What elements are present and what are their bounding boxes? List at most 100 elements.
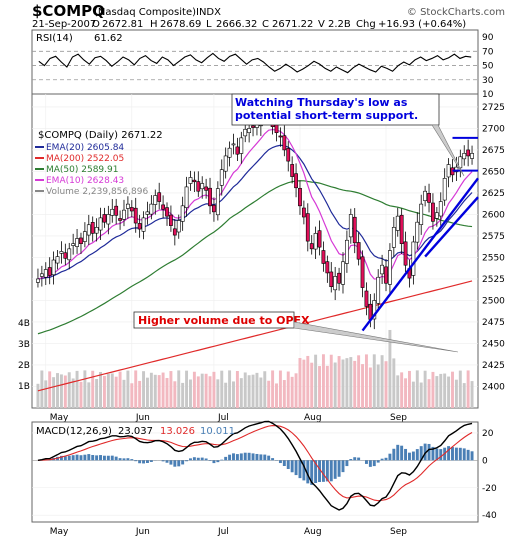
- macd-histogram-bar: [381, 459, 384, 461]
- opex-note-text: Higher volume due to OPEX: [138, 314, 310, 327]
- volume-bar: [451, 372, 454, 408]
- volume-bar: [353, 361, 356, 408]
- volume-scale-label: 2B: [18, 361, 30, 371]
- macd-histogram-bar: [345, 460, 348, 466]
- candle-body: [103, 214, 106, 222]
- volume-bar: [400, 372, 403, 408]
- support-note-text: potential short-term support.: [235, 109, 418, 122]
- volume-bar: [295, 373, 298, 408]
- candle-body: [357, 242, 360, 259]
- candle-body: [251, 126, 254, 128]
- volume-bar: [158, 375, 161, 408]
- volume-bar: [275, 383, 278, 408]
- candle-body: [154, 196, 157, 205]
- candle-body: [287, 148, 290, 161]
- macd-histogram-bar: [209, 460, 212, 461]
- candle-body: [224, 156, 227, 171]
- macd-tick-label: -40: [482, 511, 497, 521]
- macd-tick-label: 20: [482, 429, 494, 439]
- candle-body: [361, 257, 364, 288]
- volume-bar: [404, 378, 407, 408]
- candle-body: [115, 206, 118, 215]
- macd-histogram-bar: [392, 449, 395, 461]
- macd-histogram-bar: [408, 453, 411, 461]
- candle-body: [99, 218, 102, 230]
- candle-body: [130, 207, 133, 211]
- macd-histogram-bar: [193, 457, 196, 460]
- candle-body: [118, 218, 121, 220]
- macd-histogram-bar: [68, 456, 71, 461]
- macd-histogram-bar: [353, 457, 356, 460]
- macd-histogram-bar: [385, 458, 388, 461]
- volume-bar: [420, 383, 423, 408]
- candle-body: [173, 229, 176, 235]
- volume-bar: [244, 372, 247, 408]
- volume-bar: [189, 380, 192, 408]
- volume-bar: [377, 364, 380, 408]
- macd-histogram-bar: [263, 455, 266, 461]
- candle-body: [72, 244, 75, 246]
- volume-scale-label: 3B: [18, 340, 30, 350]
- quote-o-value: 2672.81: [102, 19, 143, 30]
- macd-histogram-bar: [201, 458, 204, 461]
- volume-bar: [271, 370, 274, 408]
- macd-histogram-bar: [87, 454, 90, 460]
- rsi-tick-label: 70: [482, 47, 494, 57]
- candle-body: [142, 218, 145, 231]
- macd-histogram-bar: [412, 452, 415, 461]
- candle-body: [158, 193, 161, 202]
- candle-body: [377, 277, 380, 303]
- macd-panel: [32, 422, 478, 522]
- credit-label: © StockCharts.com: [407, 7, 505, 18]
- volume-bar: [267, 381, 270, 408]
- volume-bar: [212, 372, 215, 408]
- volume-bar: [209, 376, 212, 408]
- candle-body: [463, 153, 466, 158]
- candle-body: [68, 249, 71, 260]
- macd-histogram-bar: [91, 455, 94, 460]
- candle-body: [334, 276, 337, 289]
- volume-bar: [381, 355, 384, 408]
- candle-body: [380, 265, 383, 274]
- candle-body: [107, 214, 110, 224]
- price-tick-label: 2675: [482, 146, 505, 156]
- volume-scale-label: 4B: [18, 319, 30, 329]
- volume-bar: [287, 372, 290, 408]
- macd-histogram-bar: [216, 460, 219, 462]
- macd-month-label: Jun: [135, 527, 150, 537]
- candle-body: [64, 253, 67, 259]
- candle-body: [345, 240, 348, 263]
- macd-histogram-bar: [279, 460, 282, 463]
- candle-body: [146, 212, 149, 215]
- rsi-tick-label: 90: [482, 33, 494, 43]
- volume-bar: [240, 378, 243, 408]
- quote-v-label: V: [318, 19, 325, 30]
- macd-histogram-bar: [95, 455, 98, 460]
- volume-bar: [435, 376, 438, 408]
- macd-histogram-bar: [342, 460, 345, 472]
- candle-body: [279, 136, 282, 137]
- macd-histogram-bar: [455, 448, 458, 461]
- volume-bar: [146, 378, 149, 408]
- candle-body: [244, 129, 247, 136]
- macd-histogram-bar: [185, 460, 188, 461]
- price-panel-title: $COMPQ (Daily) 2671.22: [38, 130, 163, 141]
- candle-body: [392, 227, 395, 247]
- candle-body: [165, 208, 168, 217]
- volume-bar: [463, 383, 466, 408]
- candle-body: [306, 214, 309, 242]
- macd-histogram-bar: [173, 460, 176, 466]
- candle-body: [181, 206, 184, 222]
- volume-bar: [64, 376, 67, 408]
- candle-body: [291, 164, 294, 176]
- macd-histogram-bar: [271, 458, 274, 460]
- volume-bar: [115, 377, 118, 408]
- macd-histogram-bar: [463, 448, 466, 460]
- candle-body: [48, 268, 51, 276]
- macd-histogram-bar: [224, 457, 227, 460]
- macd-histogram-bar: [338, 460, 341, 476]
- volume-bar: [197, 376, 200, 408]
- macd-histogram-bar: [255, 454, 258, 460]
- volume-bar: [330, 355, 333, 408]
